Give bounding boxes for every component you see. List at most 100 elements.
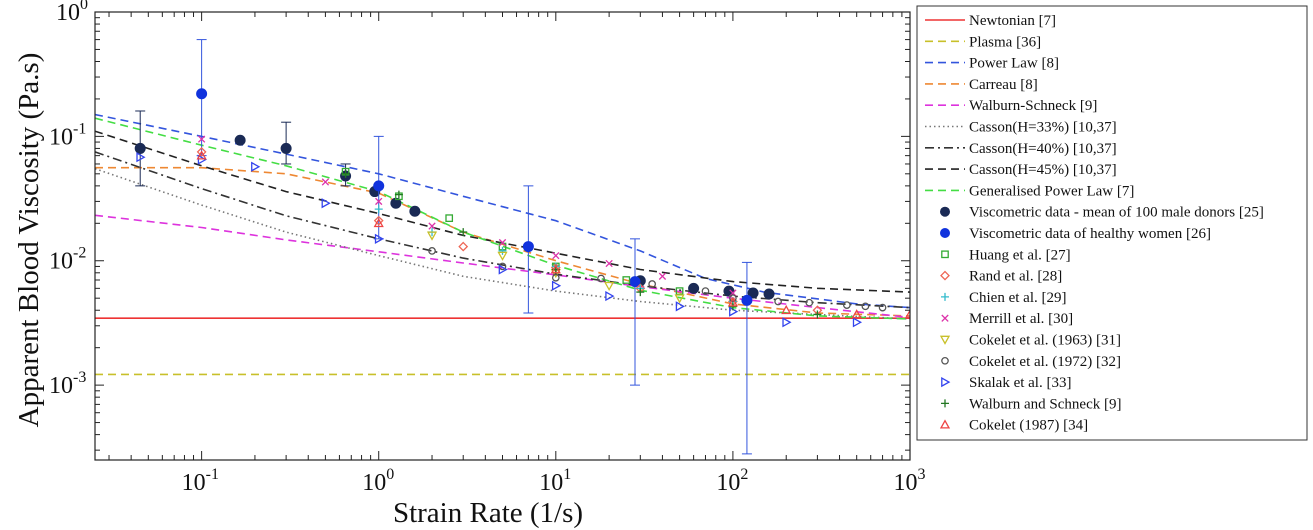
legend-entry-5: Casson(H=33%) [10,37]	[925, 120, 1117, 136]
legend-entry-3: Carreau [8]	[925, 77, 1038, 93]
legend-entry-4: Walburn-Schneck [9]	[925, 98, 1097, 114]
legend-entry-9: Viscometric data - mean of 100 male dono…	[940, 205, 1264, 221]
series-7-point	[805, 298, 814, 307]
series-5-point	[552, 251, 560, 260]
legend-entry-10: Viscometric data of healthy women [26]	[940, 226, 1211, 242]
legend-entry-17: Skalak et al. [33]	[941, 375, 1071, 391]
legend-label: Merrill et al. [30]	[969, 311, 1073, 327]
legend-label: Huang et al. [27]	[969, 247, 1071, 263]
series-10-point	[550, 264, 561, 274]
legend-entry-12: Rand et al. [28]	[940, 269, 1062, 285]
series-10-point	[727, 297, 739, 307]
legend-label: Cokelet (1987) [34]	[969, 418, 1088, 434]
series-5-point	[321, 178, 330, 186]
plot-frame	[94, 11, 911, 461]
legend-label: Walburn and Schneck [9]	[969, 396, 1122, 412]
y-tick-label-0: 10-3	[49, 369, 86, 399]
legend-entry-7: Casson(H=45%) [10,37]	[925, 162, 1117, 178]
legend-marker	[939, 419, 951, 429]
series-8-point	[605, 290, 615, 302]
series-9-point	[813, 310, 822, 319]
series-8-point	[675, 301, 685, 312]
legend-marker	[941, 399, 949, 408]
series-0-point	[688, 282, 700, 294]
series-9-point	[341, 169, 350, 178]
legend-label: Casson(H=45%) [10,37]	[969, 162, 1117, 178]
series-8-point	[251, 161, 261, 172]
legend-label: Viscometric data of healthy women [26]	[969, 226, 1211, 242]
legend-label: Casson(H=40%) [10,37]	[969, 141, 1117, 157]
series-5-point	[197, 135, 206, 143]
legend-entry-1: Plasma [36]	[925, 34, 1041, 50]
series-5-point	[658, 272, 667, 280]
legend-marker	[940, 228, 950, 238]
legend-entry-11: Huang et al. [27]	[941, 247, 1071, 263]
series-10-point	[196, 150, 207, 160]
legend-label: Power Law [8]	[969, 56, 1059, 72]
series-1-point	[522, 241, 534, 253]
series-5-point	[498, 238, 507, 247]
series-7-point	[597, 274, 605, 283]
curve-3	[95, 166, 910, 317]
series-3-point	[196, 146, 207, 157]
series-3-point	[373, 215, 384, 226]
series-8-point	[321, 198, 331, 209]
legend-entry-15: Cokelet et al. (1963) [31]	[939, 333, 1121, 349]
legend-label: Walburn-Schneck [9]	[969, 98, 1097, 114]
legend-label: Plasma [36]	[969, 34, 1041, 50]
series-0-point	[234, 134, 246, 146]
series-7-point	[551, 273, 560, 282]
y-tick-label-2: 10-1	[49, 120, 86, 150]
series-4-point	[374, 205, 383, 214]
x-axis-title: Strain Rate (1/s)	[393, 497, 583, 529]
legend-entry-0: Newtonian [7]	[925, 13, 1056, 29]
series-8-point	[374, 233, 385, 244]
legend-marker	[941, 356, 949, 365]
series-7-point	[843, 301, 851, 309]
series-10-point	[781, 304, 792, 315]
curve-2	[95, 113, 910, 309]
legend-label: Skalak et al. [33]	[969, 375, 1071, 391]
legend-entry-6: Casson(H=40%) [10,37]	[925, 141, 1117, 157]
y-tick-label-3: 100	[56, 0, 88, 26]
legend-marker	[941, 376, 951, 388]
series-9-point	[636, 288, 645, 297]
series-10-point	[373, 217, 384, 228]
legend-entry-2: Power Law [8]	[925, 56, 1059, 72]
series-7-point	[861, 302, 870, 311]
legend-label: Generalised Power Law [7]	[969, 183, 1134, 199]
series-2-point	[675, 287, 684, 295]
series-7-point	[648, 280, 657, 288]
legend-marker	[940, 270, 950, 281]
series-7-point	[701, 287, 710, 295]
series-2-point	[445, 214, 454, 223]
legend-marker	[940, 206, 950, 217]
legend: Newtonian [7] Plasma [36] Power Law [8] Car…	[916, 5, 1308, 441]
series-8-point	[551, 280, 562, 291]
legend-marker	[939, 335, 951, 345]
series-5-point	[375, 197, 383, 206]
curve-4	[95, 214, 910, 319]
plot-area	[95, 39, 910, 455]
series-8-point	[136, 152, 146, 163]
legend-label: Newtonian [7]	[969, 13, 1056, 29]
series-6-point	[426, 231, 438, 241]
error-bar	[630, 238, 641, 386]
series-7-point	[428, 247, 436, 255]
series-7-point	[774, 297, 782, 306]
series-0-point	[763, 288, 775, 300]
series-9-point	[459, 228, 468, 237]
legend-entry-8: Generalised Power Law [7]	[925, 183, 1134, 199]
x-tick-label-4: 103	[894, 466, 926, 496]
legend-entry-14: Merrill et al. [30]	[941, 311, 1073, 327]
series-3-point	[458, 241, 469, 252]
x-tick-label-3: 102	[716, 466, 748, 496]
series-0-point	[747, 287, 759, 299]
series-1-point	[629, 276, 641, 288]
legend-entry-18: Walburn and Schneck [9]	[941, 396, 1122, 412]
series-6-point	[674, 294, 685, 304]
legend-marker	[941, 292, 949, 301]
series-0-point	[134, 142, 146, 154]
legend-box	[916, 5, 1308, 441]
